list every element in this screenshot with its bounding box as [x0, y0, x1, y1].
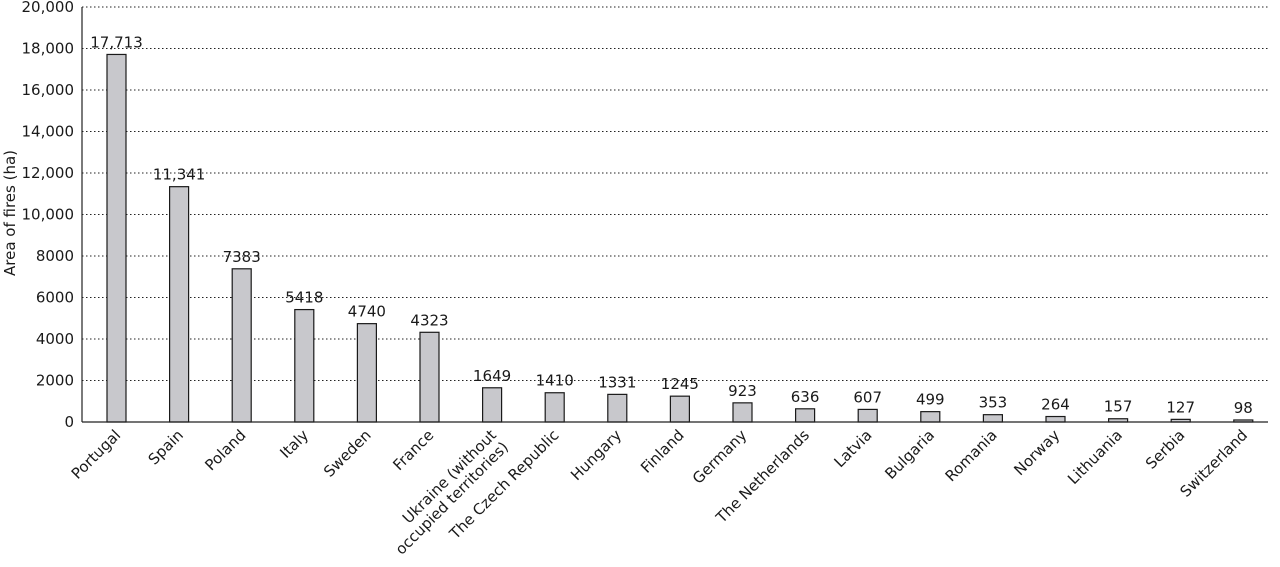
category-label: Sweden: [320, 426, 375, 481]
bar: [732, 402, 753, 423]
bar: [607, 393, 628, 423]
y-tick-label: 6000: [36, 289, 74, 307]
category-label-line: Latvia: [831, 426, 876, 471]
data-label: 499: [916, 391, 945, 409]
data-label: 607: [853, 388, 882, 406]
data-label: 1649: [473, 367, 511, 385]
category-label: Romania: [942, 426, 1001, 485]
category-label-line: Lithuania: [1064, 426, 1126, 488]
y-tick-label: 10,000: [22, 206, 75, 224]
category-label: Norway: [1010, 426, 1063, 479]
bar: [794, 408, 816, 423]
data-label: 1331: [598, 373, 636, 391]
data-label: 127: [1166, 398, 1195, 416]
bar: [419, 331, 440, 423]
y-tick-label: 2000: [36, 372, 74, 390]
bar: [1045, 415, 1066, 423]
data-label: 4323: [410, 311, 448, 329]
category-label-line: France: [389, 426, 437, 474]
category-label: Portugal: [68, 426, 125, 483]
bars-layer: [106, 53, 1254, 423]
category-label: Bulgaria: [881, 426, 938, 483]
category-label: France: [389, 426, 437, 474]
category-label-line: Norway: [1010, 426, 1063, 479]
category-label-line: Italy: [276, 426, 312, 462]
y-tick-label: 16,000: [22, 81, 75, 99]
bar: [920, 411, 941, 423]
category-label-line: Spain: [145, 426, 187, 468]
data-label: 264: [1041, 396, 1070, 414]
bar: [294, 308, 315, 423]
bar: [482, 387, 503, 423]
category-label-line: Switzerland: [1177, 426, 1252, 501]
bar: [544, 392, 565, 423]
y-tick-label: 12,000: [22, 164, 75, 182]
category-label-line: Serbia: [1142, 426, 1189, 473]
bar: [356, 323, 377, 423]
data-label: 7383: [223, 248, 261, 266]
data-label: 17,713: [90, 33, 143, 51]
category-label-line: Sweden: [320, 426, 375, 481]
data-label: 1245: [661, 375, 699, 393]
bar: [231, 268, 252, 423]
category-label-line: Hungary: [567, 426, 625, 484]
y-tick-label: 0: [64, 413, 74, 431]
data-label: 157: [1104, 398, 1133, 416]
data-label: 353: [979, 394, 1008, 412]
data-label: 98: [1234, 399, 1253, 417]
data-label: 5418: [285, 289, 323, 307]
category-label: Spain: [145, 426, 187, 468]
category-label-line: Portugal: [68, 426, 125, 483]
y-tick-label: 20,000: [22, 0, 75, 16]
category-label-line: Germany: [689, 426, 751, 488]
data-label: 636: [791, 388, 820, 406]
category-label-line: Romania: [942, 426, 1001, 485]
category-label-line: Finland: [637, 426, 688, 477]
bar: [857, 408, 878, 423]
grid-layer: [82, 6, 1268, 381]
bar: [982, 414, 1004, 423]
data-label: 11,341: [153, 166, 206, 184]
category-label: Finland: [637, 426, 688, 477]
category-label: Poland: [201, 426, 249, 474]
bar: [169, 186, 190, 423]
data-label: 923: [728, 382, 757, 400]
category-label-line: Poland: [201, 426, 249, 474]
category-label: Lithuania: [1064, 426, 1126, 488]
bar: [106, 53, 127, 423]
y-tick-label: 4000: [36, 330, 74, 348]
y-tick-label: 8000: [36, 247, 74, 265]
bar: [669, 395, 691, 423]
y-tick-label: 18,000: [22, 40, 75, 58]
axis-layer: [81, 7, 1268, 423]
labels-layer: 0 2000 4000 6000 8000 10,000 12,000 14,000 16,00…: [22, 0, 1253, 558]
y-tick-label: 14,000: [22, 123, 75, 141]
category-label: Germany: [689, 426, 751, 488]
data-label: 1410: [536, 372, 574, 390]
category-label: Switzerland: [1177, 426, 1252, 501]
data-label: 4740: [348, 303, 386, 321]
category-label: Latvia: [831, 426, 876, 471]
category-label-line: Bulgaria: [881, 426, 938, 483]
y-axis-title: Area of fires (ha): [1, 150, 19, 276]
category-label: Italy: [276, 426, 312, 462]
category-label: Serbia: [1142, 426, 1189, 473]
category-label: Hungary: [567, 426, 625, 484]
